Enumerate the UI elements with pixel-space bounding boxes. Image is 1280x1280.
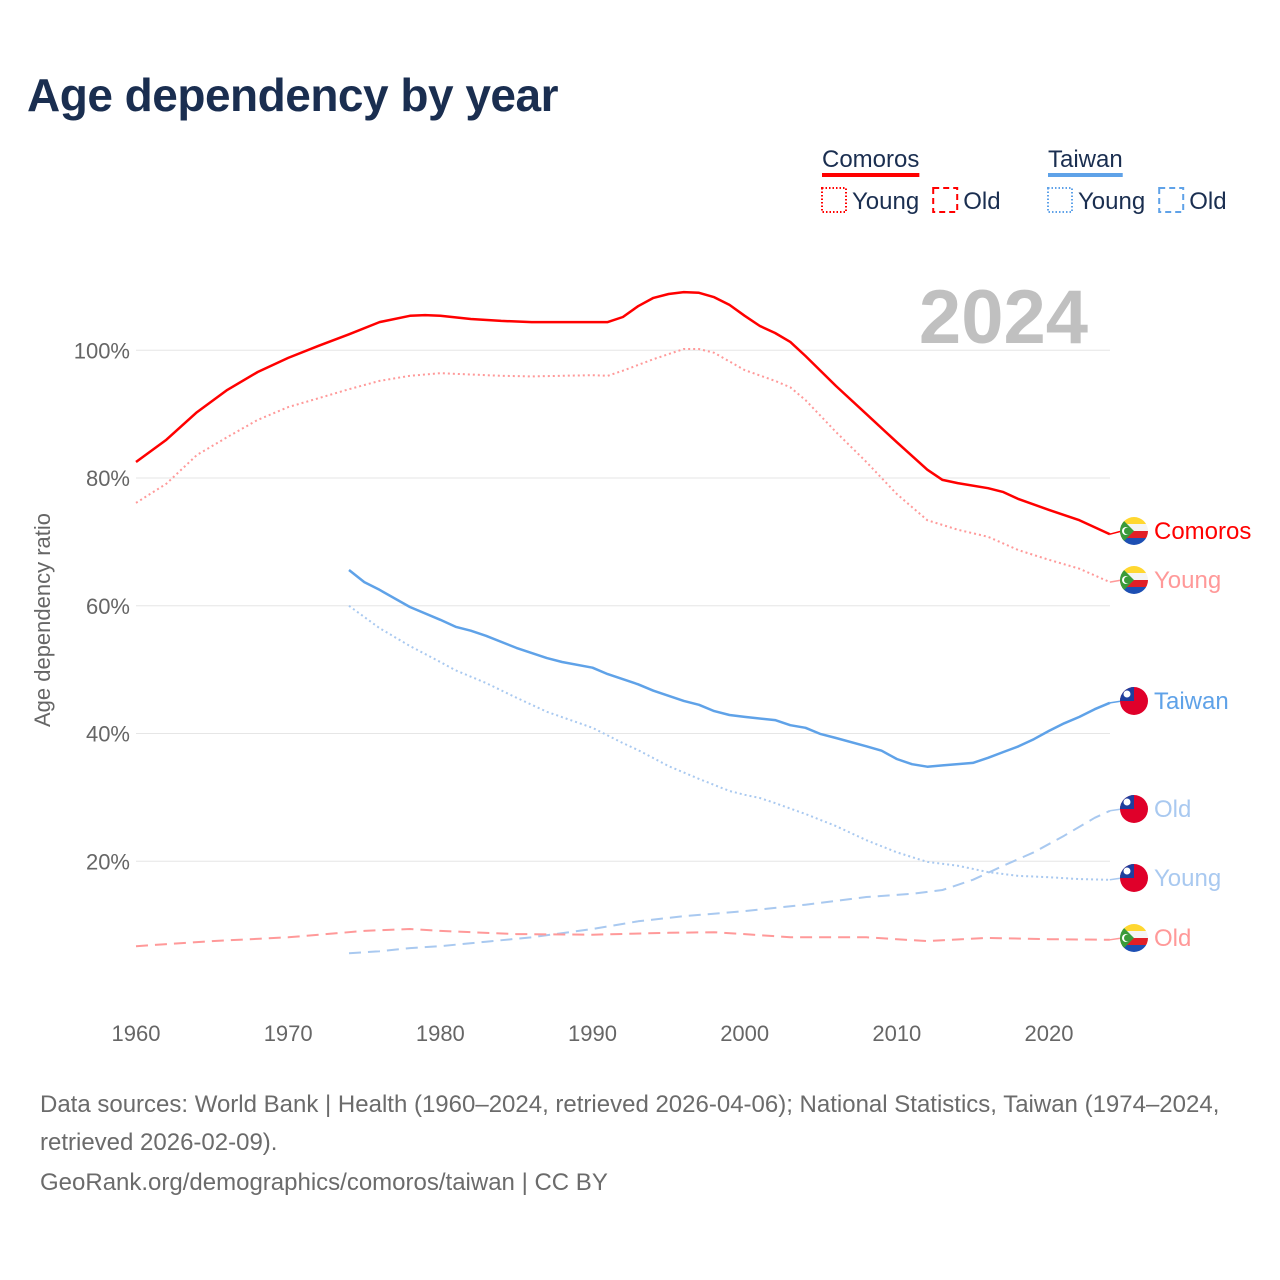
series-line-comoros: [135, 290, 1111, 536]
flag-body: [1120, 566, 1148, 594]
comoros-flag-icon: [1120, 566, 1148, 594]
flag-stripe: [1120, 938, 1148, 945]
comoros-flag-icon: [1120, 924, 1148, 952]
flag-stripe: [1120, 931, 1148, 938]
x-tick-label: 2000: [720, 1021, 769, 1046]
end-connector: [1109, 530, 1123, 535]
legend-group-comoros[interactable]: Comoros Young Old: [821, 146, 1001, 215]
flag-body: [1120, 864, 1148, 892]
comoros-flag-icon: [1120, 517, 1148, 545]
legend-item-old[interactable]: Old: [1158, 187, 1227, 215]
legend-swatch-dashed-icon: [932, 187, 959, 213]
end-connector: [1109, 937, 1123, 941]
flag-body: [1120, 517, 1148, 545]
end-label: Young: [1154, 865, 1221, 892]
flag-sun: [1123, 690, 1131, 698]
end-label: Young: [1154, 567, 1221, 594]
y-tick-label: 20%: [86, 849, 130, 874]
flag-stripe: [1120, 573, 1148, 580]
flag-body: [1120, 924, 1148, 952]
flag-sun: [1123, 867, 1131, 875]
source-link[interactable]: GeoRank.org/demographics/comoros/taiwan …: [40, 1169, 608, 1196]
flag-body: [1120, 795, 1148, 823]
legend-item-young[interactable]: Young: [1047, 187, 1145, 215]
legend-swatch-dotted-icon: [1047, 187, 1073, 213]
legend-title: Taiwan: [1048, 146, 1123, 173]
y-tick-label: 60%: [86, 594, 130, 619]
flag-crescent-cut: [1124, 934, 1131, 942]
flag-stripe: [1120, 524, 1148, 531]
end-label: Comoros: [1154, 518, 1251, 545]
series-line-taiwan-young: [348, 604, 1110, 881]
series-line-taiwan-old: [348, 809, 1111, 955]
flag-stripe: [1120, 517, 1148, 524]
flag-stripe: [1120, 945, 1148, 952]
flag-crescent-cut: [1124, 527, 1131, 535]
legend-swatch-line: [822, 173, 920, 177]
end-connector: [1109, 579, 1123, 583]
flag-stripe: [1120, 538, 1148, 545]
flag-stripe: [1120, 531, 1148, 538]
taiwan-flag-icon: [1120, 864, 1148, 892]
end-connector: [1109, 808, 1123, 812]
x-tick-label: 1960: [112, 1021, 161, 1046]
data-sources: Data sources: World Bank | Health (1960–…: [40, 1091, 1220, 1156]
flag-stripe: [1120, 924, 1148, 931]
flag-stripe: [1120, 580, 1148, 587]
flag-sun: [1123, 798, 1131, 806]
legend-title: Comoros: [822, 146, 919, 173]
x-tick-label: 2020: [1025, 1021, 1074, 1046]
series-line-comoros-young: [135, 348, 1111, 584]
legend-item-label: Young: [852, 188, 919, 215]
end-label: Old: [1154, 796, 1191, 823]
end-label: Taiwan: [1154, 688, 1229, 715]
legend-swatch-dotted-icon: [821, 187, 847, 213]
x-tick-label: 1990: [568, 1021, 617, 1046]
legend-swatch-dashed-icon: [1158, 187, 1185, 213]
legend-swatch-line: [1048, 173, 1123, 177]
flag-stripe: [1120, 566, 1148, 573]
flag-stripe: [1120, 587, 1148, 594]
x-tick-label: 1970: [264, 1021, 313, 1046]
legend-item-young[interactable]: Young: [821, 187, 919, 215]
taiwan-flag-icon: [1120, 687, 1148, 715]
x-tick-label: 2010: [872, 1021, 921, 1046]
chart-title: Age dependency by year: [27, 69, 558, 121]
end-connector: [1109, 700, 1123, 704]
y-axis-label: Age dependency ratio: [30, 513, 55, 727]
legend-item-label: Young: [1078, 188, 1145, 215]
y-tick-label: 80%: [86, 466, 130, 491]
year-watermark: 2024: [919, 275, 1088, 360]
x-tick-label: 1980: [416, 1021, 465, 1046]
end-connector: [1109, 877, 1123, 881]
legend-item-old[interactable]: Old: [932, 187, 1001, 215]
legend-group-taiwan[interactable]: Taiwan Young Old: [1047, 146, 1227, 215]
taiwan-flag-icon: [1120, 795, 1148, 823]
y-tick-label: 40%: [86, 722, 130, 747]
legend-item-label: Old: [963, 188, 1000, 215]
line-chart: 20% 40% 60% 80% 100% 1960 1970 1980 1990 2000 2010…: [30, 146, 1251, 1046]
flag-body: [1120, 687, 1148, 715]
series-line-taiwan: [348, 569, 1111, 768]
series-line-comoros-old: [135, 928, 1110, 948]
y-tick-label: 100%: [74, 338, 130, 363]
legend-item-label: Old: [1189, 188, 1226, 215]
end-label: Old: [1154, 925, 1191, 952]
flag-crescent-cut: [1124, 576, 1131, 584]
